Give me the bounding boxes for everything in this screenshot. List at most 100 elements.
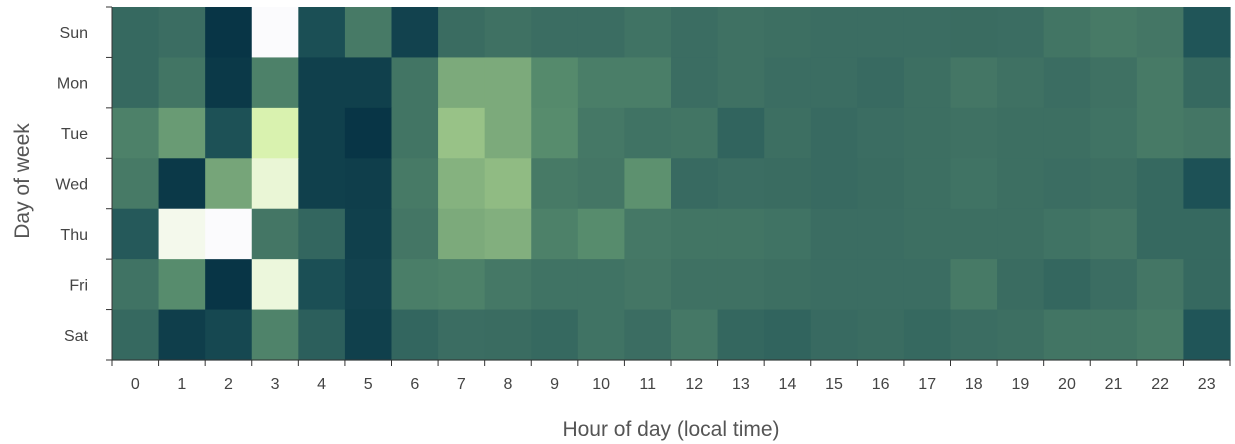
heatmap-cell — [438, 259, 486, 311]
heatmap-cell — [344, 309, 393, 361]
heatmap-cell — [857, 107, 905, 159]
heatmap-cell — [1043, 57, 1091, 109]
x-tick-label: 10 — [592, 376, 610, 393]
x-tick-label: 19 — [1011, 376, 1029, 393]
heatmap-cell — [531, 57, 579, 109]
heatmap-cell — [344, 7, 393, 59]
heatmap-cell — [671, 7, 719, 59]
heatmap-cell — [857, 208, 905, 260]
heatmap-cell — [717, 57, 765, 109]
heatmap-cell — [577, 107, 626, 159]
heatmap-cell — [391, 259, 439, 311]
heatmap-cell — [1090, 57, 1138, 109]
heatmap-cell — [391, 7, 439, 59]
heatmap-cell — [857, 309, 905, 361]
y-tick-label: Thu — [60, 227, 88, 244]
heatmap-cell — [298, 158, 346, 210]
heatmap-cell — [577, 7, 626, 59]
x-tick-label: 3 — [271, 376, 280, 393]
heatmap-cell — [251, 7, 299, 59]
heatmap-cell — [671, 208, 719, 260]
heatmap-cell — [1183, 309, 1231, 361]
heatmap-cell — [903, 309, 952, 361]
x-tick-label: 0 — [131, 376, 140, 393]
heatmap-cell — [298, 208, 346, 260]
heatmap-cell — [810, 158, 858, 210]
y-tick-label: Sun — [60, 25, 88, 42]
heatmap-cell — [997, 259, 1045, 311]
heatmap-cell — [531, 259, 579, 311]
heatmap-cell — [158, 259, 206, 311]
heatmap-cell — [717, 158, 765, 210]
heatmap-cell — [1043, 158, 1091, 210]
heatmap-cell — [903, 107, 952, 159]
heatmap-cell — [158, 7, 206, 59]
heatmap-cell — [950, 107, 998, 159]
heatmap-cell — [857, 158, 905, 210]
heatmap-cell — [298, 259, 346, 311]
heatmap-cell — [205, 208, 253, 260]
heatmap-cell — [903, 158, 952, 210]
heatmap-cell — [251, 158, 299, 210]
heatmap-cell — [158, 57, 206, 109]
x-tick-label: 6 — [410, 376, 419, 393]
y-tick-label: Wed — [55, 177, 88, 194]
heatmap-cell — [1043, 7, 1091, 59]
heatmap-cell — [764, 208, 812, 260]
heatmap-cell — [577, 259, 626, 311]
x-tick-label: 20 — [1058, 376, 1076, 393]
heatmap-cell — [764, 259, 812, 311]
heatmap-cell — [344, 107, 393, 159]
heatmap-cell — [484, 158, 532, 210]
heatmap-cell — [950, 309, 998, 361]
heatmap-cell — [671, 259, 719, 311]
heatmap-cell — [391, 107, 439, 159]
heatmap-cell — [298, 309, 346, 361]
heatmap-cell — [1136, 107, 1185, 159]
heatmap-cell — [344, 259, 393, 311]
y-tick-label: Mon — [57, 76, 88, 93]
heatmap-cell — [903, 57, 952, 109]
heatmap-cell — [810, 107, 858, 159]
x-tick-label: 21 — [1105, 376, 1123, 393]
heatmap-cell — [1043, 259, 1091, 311]
heatmap-cell — [997, 57, 1045, 109]
heatmap-cell — [1183, 107, 1231, 159]
heatmap-cell — [624, 309, 672, 361]
heatmap-cell — [950, 7, 998, 59]
heatmap-cell — [205, 107, 253, 159]
heatmap-cell — [531, 208, 579, 260]
heatmap-cell — [391, 57, 439, 109]
heatmap-cell — [298, 57, 346, 109]
heatmap-cell — [438, 57, 486, 109]
heatmap-cell — [158, 309, 206, 361]
heatmap-cell — [1090, 107, 1138, 159]
x-tick-label: 16 — [872, 376, 890, 393]
heatmap-cell — [1090, 158, 1138, 210]
heatmap-cell — [764, 309, 812, 361]
heatmap-cell — [531, 158, 579, 210]
heatmap-cell — [671, 309, 719, 361]
heatmap-cell — [112, 107, 160, 159]
heatmap-cell — [158, 158, 206, 210]
heatmap-cell — [484, 208, 532, 260]
heatmap-cell — [298, 107, 346, 159]
heatmap-cell — [205, 57, 253, 109]
heatmap-cell — [251, 259, 299, 311]
heatmap-cell — [577, 309, 626, 361]
x-tick-label: 13 — [732, 376, 750, 393]
heatmap-cell — [438, 208, 486, 260]
heatmap-cell — [997, 208, 1045, 260]
heatmap-cell — [531, 309, 579, 361]
y-tick-label: Tue — [61, 126, 88, 143]
x-tick-label: 14 — [779, 376, 797, 393]
heatmap-cell — [950, 158, 998, 210]
heatmap-cell — [624, 57, 672, 109]
heatmap-cell — [857, 57, 905, 109]
heatmap-cell — [112, 208, 160, 260]
heatmap-cell — [997, 107, 1045, 159]
x-tick-label: 23 — [1198, 376, 1216, 393]
heatmap-cell — [857, 259, 905, 311]
heatmap-cell — [950, 57, 998, 109]
heatmap-cell — [717, 7, 765, 59]
